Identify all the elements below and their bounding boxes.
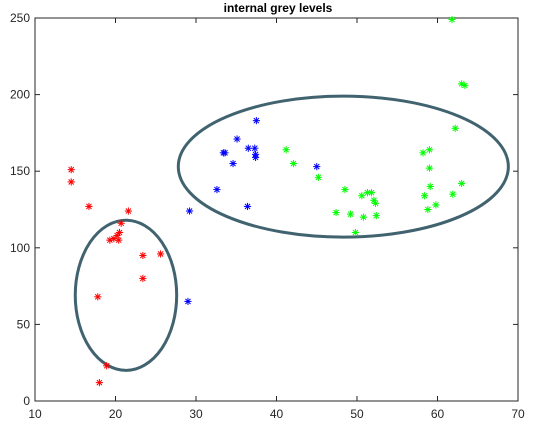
data-point: [425, 164, 434, 172]
data-point: [67, 178, 75, 186]
data-point: [229, 159, 237, 168]
cluster-ellipse-2: [176, 94, 510, 239]
data-point: [124, 207, 132, 215]
y-axis: 0 50 100 150 200 250: [10, 11, 518, 408]
data-point: [115, 236, 123, 244]
data-point: [461, 81, 469, 90]
data-point: [221, 149, 229, 157]
x-axis: 10 20 30 40 50 60 70: [28, 18, 525, 421]
y-tick-label: 150: [10, 164, 30, 178]
data-points: [67, 15, 469, 387]
data-point: [244, 144, 252, 152]
data-point: [313, 163, 321, 171]
data-point: [251, 144, 259, 152]
data-point: [341, 185, 349, 194]
x-tick-label: 20: [109, 407, 123, 421]
data-point: [424, 205, 432, 214]
data-point: [85, 202, 93, 211]
y-tick-label: 200: [10, 88, 30, 102]
data-point: [243, 202, 252, 211]
data-point: [67, 166, 75, 174]
data-point: [156, 250, 165, 258]
x-tick-label: 30: [189, 407, 203, 421]
data-point: [358, 192, 366, 200]
y-tick-label: 0: [23, 394, 30, 408]
data-point: [432, 201, 440, 209]
data-point: [458, 179, 466, 188]
data-point: [314, 173, 322, 181]
data-point: [184, 297, 192, 306]
data-point: [419, 149, 427, 157]
cluster-ellipses: [73, 94, 510, 372]
data-point: [95, 379, 103, 387]
x-tick-label: 10: [28, 407, 42, 421]
data-point: [289, 159, 298, 168]
data-point: [351, 228, 359, 237]
data-point: [359, 213, 368, 221]
data-point: [233, 135, 241, 143]
y-tick-label: 50: [17, 317, 31, 331]
plot-frame: [34, 17, 519, 402]
data-point: [251, 153, 260, 162]
data-point: [421, 192, 429, 200]
x-tick-label: 60: [431, 407, 445, 421]
data-point: [425, 146, 434, 154]
x-tick-label: 40: [270, 407, 284, 421]
data-point: [332, 208, 340, 217]
x-tick-label: 70: [511, 407, 525, 421]
data-point: [117, 219, 125, 227]
data-point: [106, 236, 114, 244]
data-point: [451, 124, 459, 132]
y-tick-label: 100: [10, 241, 30, 255]
data-point: [346, 210, 355, 218]
data-point: [426, 182, 434, 191]
data-point: [103, 362, 111, 370]
y-tick-label: 250: [10, 11, 30, 25]
data-point: [371, 199, 380, 207]
data-point: [449, 190, 457, 198]
data-point: [282, 146, 290, 154]
x-tick-label: 50: [350, 407, 364, 421]
data-point: [367, 189, 376, 197]
cluster-ellipse-1: [73, 218, 179, 372]
data-point: [185, 207, 194, 215]
data-point: [139, 251, 147, 260]
data-point: [213, 185, 221, 194]
data-point: [448, 15, 456, 24]
chart-title: internal grey levels: [224, 1, 333, 15]
data-point: [94, 293, 102, 301]
data-point: [139, 274, 147, 283]
data-point: [252, 117, 260, 125]
data-point: [372, 212, 380, 220]
